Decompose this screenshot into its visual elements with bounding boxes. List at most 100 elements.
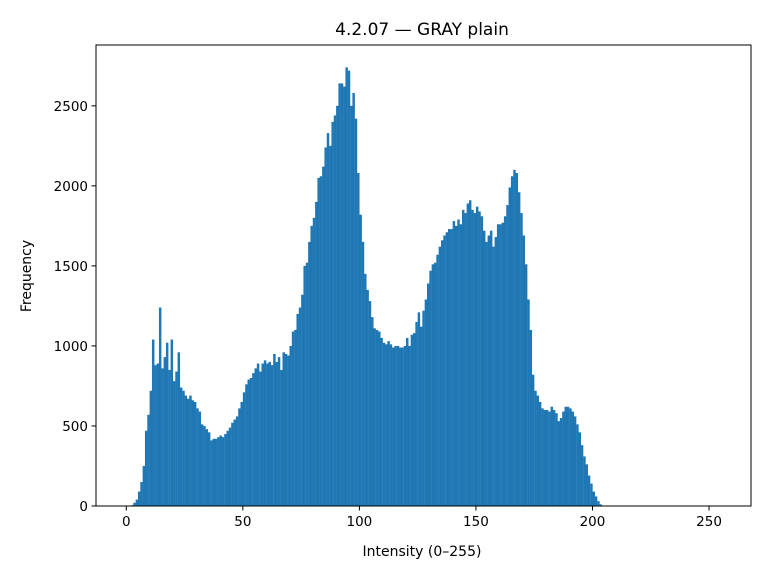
histogram-bar bbox=[207, 432, 211, 506]
histogram-bar bbox=[378, 331, 381, 506]
histogram-bar bbox=[508, 187, 512, 507]
histogram-bar bbox=[280, 369, 283, 506]
histogram-bar bbox=[503, 216, 507, 507]
histogram-bar bbox=[184, 395, 188, 506]
histogram-bars bbox=[130, 67, 602, 507]
histogram-bar bbox=[144, 430, 148, 506]
histogram-bar bbox=[464, 213, 467, 506]
histogram-bar bbox=[329, 145, 332, 506]
histogram-bar bbox=[263, 360, 267, 506]
histogram-bar bbox=[461, 209, 465, 506]
histogram-bar bbox=[273, 353, 276, 506]
histogram-bar bbox=[142, 465, 146, 506]
histogram-bar bbox=[340, 83, 344, 507]
histogram-bar bbox=[436, 254, 439, 506]
histogram-bar bbox=[420, 326, 423, 506]
histogram-bar bbox=[350, 105, 353, 506]
histogram-bar bbox=[221, 437, 225, 506]
histogram-bar bbox=[210, 440, 213, 506]
histogram-bar bbox=[305, 262, 309, 506]
x-axis-label: Intensity (0–255) bbox=[363, 544, 482, 560]
histogram-bar bbox=[559, 417, 563, 506]
histogram-bar bbox=[450, 229, 453, 506]
histogram-bar bbox=[336, 105, 339, 506]
histogram-bar bbox=[347, 70, 351, 506]
histogram-bar bbox=[443, 235, 446, 506]
histogram-bar bbox=[396, 345, 400, 506]
histogram-bar bbox=[426, 283, 430, 506]
histogram-bar bbox=[301, 294, 304, 506]
histogram-bar bbox=[527, 299, 530, 506]
histogram-bar bbox=[403, 345, 407, 506]
histogram-bar bbox=[599, 504, 602, 506]
histogram-bar bbox=[343, 86, 346, 507]
histogram-bar bbox=[298, 307, 302, 506]
y-axis-ticks: 0 500 1000 1500 2000 2500 bbox=[54, 99, 96, 515]
x-tick-label: 150 bbox=[463, 514, 489, 530]
histogram-bar bbox=[357, 173, 360, 507]
histogram-bar bbox=[331, 121, 334, 506]
histogram-bar bbox=[200, 424, 204, 506]
histogram-bar bbox=[182, 390, 185, 506]
histogram-bar bbox=[520, 213, 523, 506]
histogram-bar bbox=[531, 374, 535, 506]
histogram-bar bbox=[315, 201, 318, 507]
histogram-bar bbox=[226, 430, 230, 506]
histogram-bar bbox=[310, 225, 313, 506]
histogram-bar bbox=[254, 368, 257, 506]
histogram-bar bbox=[429, 270, 432, 506]
histogram-bar bbox=[161, 368, 164, 506]
histogram-bar bbox=[385, 344, 388, 506]
histogram-bar bbox=[217, 437, 220, 506]
histogram-bar bbox=[151, 339, 155, 506]
histogram-bar bbox=[354, 118, 358, 506]
x-tick-label: 250 bbox=[696, 514, 722, 530]
histogram-bar bbox=[583, 456, 586, 506]
histogram-bar bbox=[394, 345, 397, 506]
histogram-bar bbox=[510, 176, 514, 506]
histogram-bar bbox=[424, 299, 428, 506]
histogram-bar bbox=[259, 371, 262, 506]
histogram-bar bbox=[240, 401, 244, 506]
histogram-bar bbox=[594, 496, 598, 506]
histogram-bar bbox=[170, 339, 174, 506]
histogram-bar bbox=[165, 342, 169, 506]
x-tick-label: 0 bbox=[122, 514, 131, 530]
histogram-bar bbox=[247, 379, 250, 506]
histogram-bar bbox=[522, 235, 526, 506]
histogram-bar bbox=[238, 408, 241, 506]
histogram-bar bbox=[445, 232, 449, 506]
histogram-bar bbox=[261, 363, 264, 506]
y-tick-label: 2000 bbox=[54, 179, 88, 195]
histogram-bar bbox=[196, 408, 199, 506]
histogram-bar bbox=[536, 395, 540, 506]
histogram-bar bbox=[485, 241, 488, 506]
histogram-bar bbox=[177, 352, 181, 506]
histogram-bar bbox=[569, 408, 572, 506]
histogram-bar bbox=[224, 433, 227, 506]
histogram-bar bbox=[373, 328, 376, 506]
histogram-bar bbox=[401, 347, 404, 506]
x-tick-label: 100 bbox=[347, 514, 373, 530]
histogram-bar bbox=[413, 333, 416, 506]
histogram-bar bbox=[555, 413, 558, 506]
histogram-bar bbox=[501, 222, 505, 507]
histogram-bar bbox=[296, 313, 299, 506]
histogram-bar bbox=[322, 166, 325, 506]
histogram-bar bbox=[580, 445, 584, 506]
histogram-bar bbox=[333, 115, 337, 507]
histogram-bar bbox=[382, 342, 386, 506]
histogram-bar bbox=[158, 307, 162, 506]
y-tick-label: 0 bbox=[79, 499, 88, 515]
histogram-bar bbox=[168, 369, 171, 506]
y-axis-label: Frequency bbox=[19, 240, 35, 312]
histogram-bar bbox=[552, 409, 556, 506]
histogram-bar bbox=[573, 416, 577, 506]
y-tick-label: 1000 bbox=[54, 339, 88, 355]
histogram-bar bbox=[231, 422, 234, 506]
histogram-bar bbox=[284, 353, 288, 506]
histogram-bar bbox=[287, 355, 290, 506]
histogram-bar bbox=[235, 416, 239, 506]
histogram-bar bbox=[557, 421, 561, 506]
histogram-bar bbox=[368, 301, 372, 506]
